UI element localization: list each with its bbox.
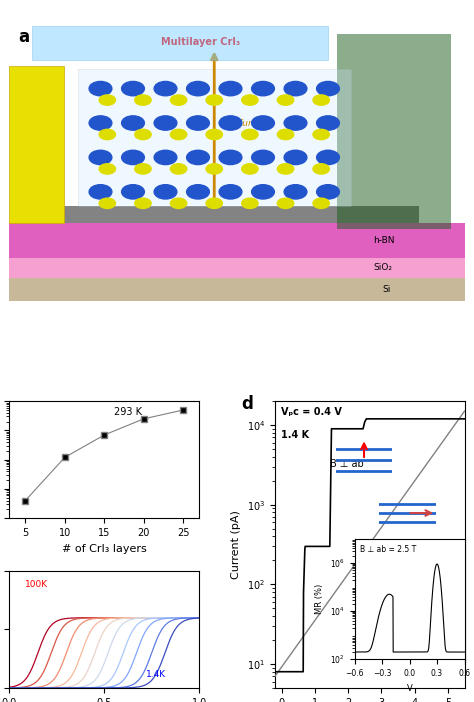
- Text: B ∥ ab: B ∥ ab: [377, 539, 408, 549]
- Circle shape: [154, 150, 177, 164]
- Circle shape: [135, 198, 151, 208]
- Bar: [337, 34, 451, 229]
- Circle shape: [317, 150, 339, 164]
- Bar: [32, 206, 419, 223]
- Text: Few-layer
graphene: Few-layer graphene: [14, 105, 51, 124]
- Circle shape: [187, 81, 210, 95]
- Text: h-BN: h-BN: [374, 236, 395, 245]
- Circle shape: [284, 81, 307, 95]
- Circle shape: [89, 185, 112, 199]
- Text: 100K: 100K: [25, 581, 48, 589]
- Circle shape: [171, 164, 187, 174]
- Circle shape: [252, 185, 274, 199]
- Circle shape: [277, 198, 294, 208]
- Circle shape: [135, 164, 151, 174]
- Circle shape: [317, 81, 339, 95]
- Circle shape: [242, 129, 258, 140]
- Circle shape: [219, 150, 242, 164]
- Circle shape: [277, 164, 294, 174]
- Circle shape: [284, 116, 307, 130]
- Circle shape: [206, 129, 222, 140]
- Text: 293 K: 293 K: [114, 407, 142, 417]
- Text: Vₚᴄ = 0.4 V: Vₚᴄ = 0.4 V: [281, 407, 341, 417]
- Circle shape: [99, 198, 116, 208]
- Circle shape: [89, 150, 112, 164]
- Circle shape: [206, 95, 222, 105]
- Text: SiO₂: SiO₂: [374, 263, 392, 272]
- Bar: [9, 223, 465, 258]
- Bar: [9, 66, 64, 223]
- Circle shape: [284, 185, 307, 199]
- Text: a: a: [18, 28, 30, 46]
- Circle shape: [219, 185, 242, 199]
- Circle shape: [277, 95, 294, 105]
- Circle shape: [242, 95, 258, 105]
- Circle shape: [313, 198, 329, 208]
- Bar: [32, 25, 328, 60]
- Circle shape: [187, 150, 210, 164]
- Text: 1.4K: 1.4K: [146, 670, 166, 680]
- Circle shape: [122, 185, 145, 199]
- Circle shape: [171, 129, 187, 140]
- X-axis label: # of CrI₃ layers: # of CrI₃ layers: [62, 543, 146, 553]
- Circle shape: [154, 185, 177, 199]
- Circle shape: [219, 116, 242, 130]
- Circle shape: [89, 81, 112, 95]
- Circle shape: [252, 150, 274, 164]
- Circle shape: [252, 81, 274, 95]
- Circle shape: [277, 129, 294, 140]
- Text: B ⊥ ab: B ⊥ ab: [330, 458, 364, 468]
- Circle shape: [187, 185, 210, 199]
- Circle shape: [122, 81, 145, 95]
- Circle shape: [313, 95, 329, 105]
- Circle shape: [242, 198, 258, 208]
- Circle shape: [284, 150, 307, 164]
- Circle shape: [317, 116, 339, 130]
- Circle shape: [252, 116, 274, 130]
- Circle shape: [313, 164, 329, 174]
- Circle shape: [99, 129, 116, 140]
- Text: d: d: [241, 395, 253, 413]
- Circle shape: [313, 129, 329, 140]
- Circle shape: [317, 185, 339, 199]
- Circle shape: [154, 81, 177, 95]
- Circle shape: [135, 95, 151, 105]
- Circle shape: [242, 164, 258, 174]
- Text: Si: Si: [383, 285, 391, 294]
- Circle shape: [99, 95, 116, 105]
- Circle shape: [187, 116, 210, 130]
- Bar: [78, 69, 351, 206]
- Circle shape: [122, 150, 145, 164]
- Text: Au/Ti: Au/Ti: [32, 147, 41, 167]
- Bar: [9, 258, 465, 278]
- Circle shape: [206, 164, 222, 174]
- Circle shape: [171, 95, 187, 105]
- Circle shape: [219, 81, 242, 95]
- Text: Multilayer CrI₃: Multilayer CrI₃: [161, 37, 240, 47]
- Text: Current: Current: [237, 119, 271, 128]
- Bar: [9, 278, 465, 301]
- Circle shape: [122, 116, 145, 130]
- Circle shape: [99, 164, 116, 174]
- Circle shape: [154, 116, 177, 130]
- Circle shape: [206, 198, 222, 208]
- Circle shape: [135, 129, 151, 140]
- Text: 1.4 K: 1.4 K: [281, 430, 309, 440]
- Circle shape: [89, 116, 112, 130]
- Circle shape: [171, 198, 187, 208]
- Y-axis label: Current (pA): Current (pA): [231, 510, 241, 579]
